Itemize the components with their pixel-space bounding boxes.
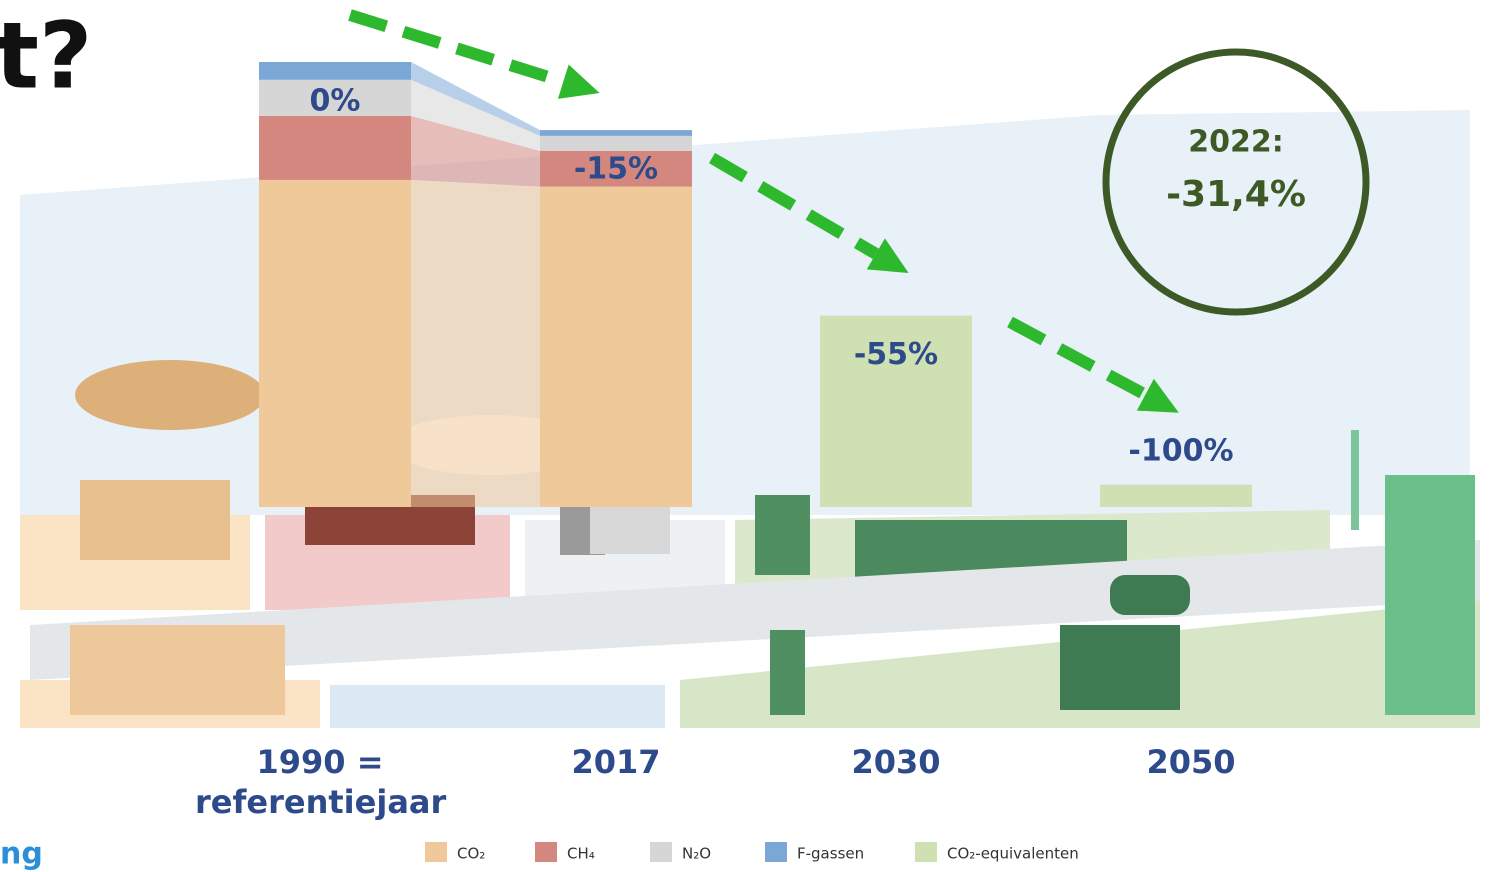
legend-label: CH₄ (567, 845, 595, 863)
bar-label: -55% (854, 337, 938, 372)
bar-segment (540, 187, 692, 507)
bar-label: -100% (1128, 434, 1233, 469)
page: t? ng 2022: -31,4% 0% -15% -55% -100% CO₂ CH₄… (0, 0, 1491, 872)
legend-label: CO₂-equivalenten (947, 845, 1079, 863)
legend-label: F-gassen (797, 845, 864, 863)
legend-swatch (535, 842, 557, 862)
bar-label: -15% (574, 152, 658, 187)
bar-segment (540, 130, 692, 136)
x-label: 2030 (756, 742, 1036, 782)
bar-segment (259, 62, 411, 80)
connector (411, 180, 540, 507)
legend-swatch (915, 842, 937, 862)
legend-swatch (650, 842, 672, 862)
arrow-head (558, 64, 600, 98)
bar-label: 0% (310, 84, 361, 119)
bar-segment (1100, 485, 1252, 507)
legend-label: CO₂ (457, 845, 485, 863)
title: t? (0, 2, 92, 109)
legend-swatch (765, 842, 787, 862)
bar-segment (259, 180, 411, 507)
subtitle: ng (0, 837, 43, 872)
x-label: 2017 (476, 742, 756, 782)
bar-segment (540, 136, 692, 151)
legend-label: N₂O (682, 845, 711, 863)
callout-year: 2022: (1188, 125, 1284, 160)
bar-segment (259, 116, 411, 180)
callout-text: -31,4% (1166, 174, 1306, 215)
x-label: 1990 = referentiejaar (195, 742, 445, 822)
x-label: 2050 (1051, 742, 1331, 782)
legend-swatch (425, 842, 447, 862)
